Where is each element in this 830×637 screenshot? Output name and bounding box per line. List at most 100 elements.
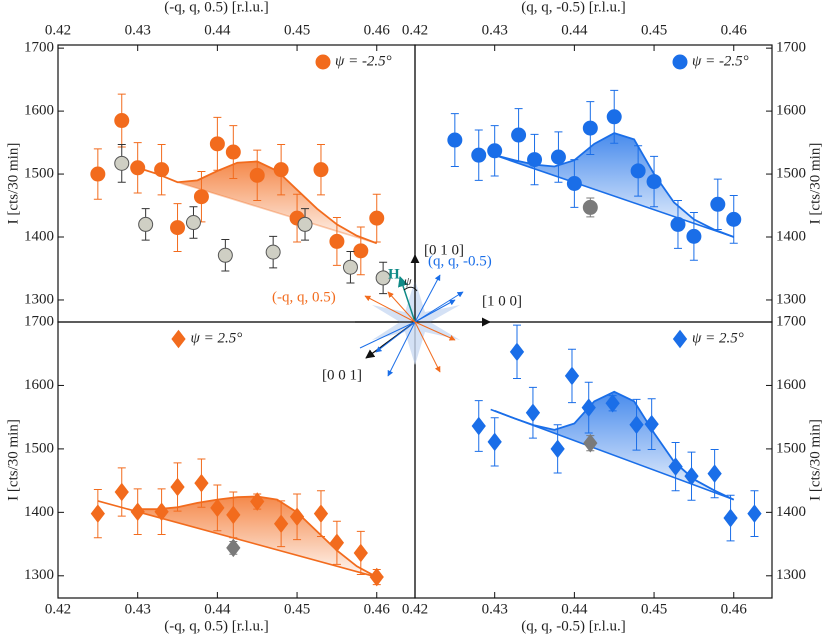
data-point — [644, 414, 659, 434]
x-tick-label: 0.46 — [364, 601, 391, 617]
data-point — [138, 216, 154, 232]
data-point — [250, 492, 265, 511]
x-axis-label: (-q, q, 0.5) [r.l.u.] — [164, 618, 269, 634]
data-point — [684, 466, 699, 486]
data-point — [114, 113, 130, 129]
data-point — [550, 149, 566, 165]
y-tick-label: 1700 — [776, 313, 806, 329]
label-100: [1 0 0] — [482, 293, 522, 309]
data-point — [353, 543, 368, 563]
data-point — [566, 176, 582, 191]
x-tick-label: 0.42 — [45, 22, 71, 38]
y-axis-label: I [cts/30 min] — [5, 143, 21, 225]
data-point — [313, 504, 329, 523]
baseline — [97, 500, 377, 578]
legend-marker — [672, 329, 688, 349]
y-tick-label: 1700 — [776, 40, 806, 56]
orange-vectors — [364, 291, 456, 373]
x-axis-label: (q, q, -0.5) [r.l.u.] — [521, 618, 626, 634]
blue-vectors — [359, 274, 464, 377]
data-point — [209, 136, 225, 152]
y-tick-label: 1700 — [24, 313, 54, 329]
x-tick-label: 0.45 — [284, 22, 310, 38]
data-point — [273, 162, 289, 178]
data-point — [581, 398, 596, 417]
label-orange-q: (-q, q, 0.5) — [272, 289, 336, 305]
x-tick-label: 0.46 — [721, 601, 748, 617]
x-axis-label: (-q, q, 0.5) [r.l.u.] — [164, 0, 269, 15]
data-point — [114, 155, 130, 171]
data-point — [747, 504, 762, 523]
x-tick-label: 0.46 — [721, 22, 748, 38]
data-point — [130, 502, 145, 521]
x-axis-label: (q, q, -0.5) [r.l.u.] — [521, 0, 626, 15]
x-tick-label: 0.44 — [561, 22, 588, 38]
legend-label: ψ = -2.5° — [335, 53, 392, 69]
y-tick-label: 1300 — [776, 291, 806, 307]
data-point — [329, 533, 345, 553]
legend-label: ψ = 2.5° — [191, 330, 243, 346]
data-point — [511, 127, 527, 143]
y-tick-label: 1500 — [24, 440, 54, 456]
data-point — [550, 439, 565, 459]
data-point — [710, 196, 726, 212]
legend-marker — [315, 54, 331, 70]
x-tick-label: 0.44 — [204, 601, 231, 617]
x-tick-label: 0.43 — [482, 601, 508, 617]
data-point — [582, 120, 598, 136]
x-tick-label: 0.46 — [364, 22, 391, 38]
data-point — [226, 538, 241, 558]
data-point — [375, 270, 391, 286]
label-h: H — [388, 266, 400, 282]
label-blue-q: (q, q, -0.5) — [428, 253, 492, 269]
data-point — [225, 144, 241, 160]
x-tick-label: 0.45 — [641, 22, 667, 38]
data-point — [130, 160, 146, 176]
data-point — [668, 457, 683, 476]
legend-marker — [672, 54, 688, 70]
angle-arc — [403, 286, 418, 292]
data-point — [527, 152, 543, 168]
y-tick-label: 1600 — [776, 377, 806, 393]
y-tick-label: 1300 — [24, 291, 54, 307]
data-point — [265, 244, 281, 260]
data-point — [185, 215, 201, 231]
data-point — [217, 247, 233, 263]
x-tick-label: 0.42 — [402, 601, 428, 617]
data-point — [194, 473, 209, 493]
baseline — [177, 181, 377, 245]
data-point — [629, 415, 644, 435]
data-point — [170, 220, 186, 236]
data-point — [670, 216, 686, 232]
data-point — [471, 147, 487, 163]
y-tick-label: 1300 — [776, 567, 806, 583]
legend-marker — [171, 329, 186, 349]
panel-frame — [414, 321, 773, 599]
data-point — [329, 233, 345, 249]
data-point — [90, 504, 105, 523]
data-point — [369, 567, 384, 587]
data-point — [154, 502, 169, 521]
data-point — [353, 243, 369, 259]
label-psi: ψ — [404, 274, 412, 288]
data-point — [289, 507, 305, 527]
data-point — [564, 366, 580, 386]
x-tick-label: 0.42 — [402, 22, 428, 38]
y-tick-label: 1600 — [24, 377, 54, 393]
data-point — [509, 342, 525, 362]
y-tick-label: 1400 — [24, 228, 54, 244]
data-point — [170, 477, 185, 497]
legend-label: ψ = 2.5° — [692, 330, 744, 346]
data-point — [630, 163, 646, 179]
y-axis-label: I [cts/30 min] — [5, 419, 21, 501]
data-point — [369, 210, 385, 226]
data-point — [447, 132, 463, 148]
data-point — [297, 216, 313, 232]
data-point — [154, 162, 170, 178]
y-tick-label: 1300 — [24, 567, 54, 583]
x-tick-label: 0.45 — [641, 601, 667, 617]
y-tick-label: 1500 — [776, 440, 806, 456]
data-point — [646, 174, 662, 190]
y-tick-label: 1500 — [24, 165, 54, 181]
